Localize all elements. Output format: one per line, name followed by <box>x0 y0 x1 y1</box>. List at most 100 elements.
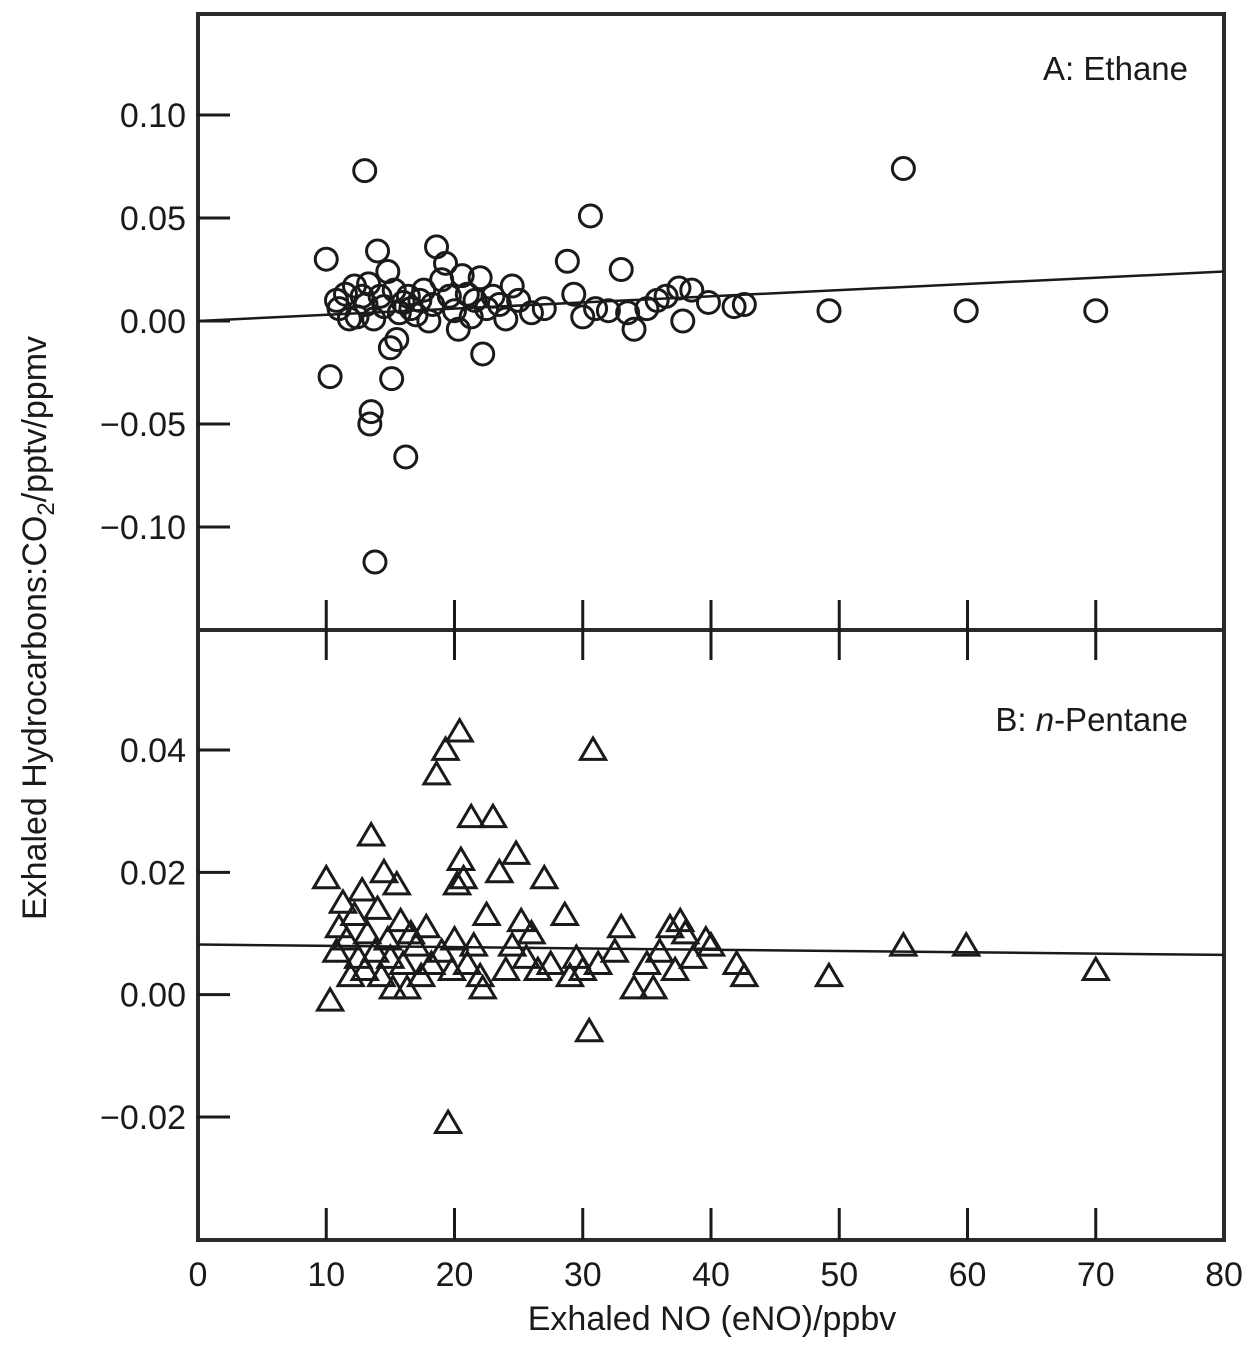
panel-b-point <box>362 894 393 920</box>
panel-b-point <box>421 759 452 786</box>
panel-b-y-ticks: 0.04 0.02 0.00 −0.02 <box>100 732 230 1137</box>
panel-a-point <box>480 283 506 309</box>
panel-b-point <box>516 918 547 945</box>
panel-a-point <box>695 289 721 315</box>
panel-b-point <box>335 961 366 988</box>
panel-a-point <box>470 341 496 367</box>
panel-b-point <box>464 961 496 988</box>
panel-b-point <box>950 930 982 957</box>
panel-b-point <box>721 949 752 975</box>
panel-b-point <box>535 949 566 975</box>
panel-a-point <box>365 238 391 264</box>
panel-b-y-tick-label: 0.02 <box>120 854 186 892</box>
panel-b-point <box>441 869 473 896</box>
panel-b-point <box>327 887 359 914</box>
panel-b-point <box>455 802 487 829</box>
panel-b-y-tick-label: 0.00 <box>120 977 186 1015</box>
panel-a-point <box>1083 298 1109 324</box>
panel-a-point <box>367 283 393 309</box>
panel-b-point <box>444 716 475 743</box>
panel-a-point <box>474 296 500 322</box>
panel-a-point <box>379 366 405 392</box>
panel-b-point <box>529 863 560 890</box>
panel-a-point <box>816 298 842 324</box>
panel-a-point <box>403 302 429 328</box>
panel-b-point <box>381 869 413 896</box>
panel-b-point <box>554 961 586 988</box>
panel-b-point <box>405 961 437 988</box>
panel-a-point <box>332 281 358 307</box>
panel-a-ethane: 0.10 0.05 0.00 −0.05 −0.10 A: Ethane <box>100 12 1226 632</box>
panel-a-y-tick-label: 0.00 <box>120 303 186 341</box>
panel-a-point <box>953 298 979 324</box>
panel-a-point <box>352 158 378 184</box>
panel-a-point <box>384 327 410 353</box>
panel-a-point <box>666 275 692 301</box>
panel-b-point <box>490 955 522 982</box>
panel-a-point <box>890 156 916 182</box>
panel-a-point <box>381 277 407 303</box>
panel-a-point <box>467 265 493 291</box>
panel-b-point <box>375 943 406 969</box>
panel-a-point <box>449 263 475 289</box>
panel-b-point <box>505 906 537 933</box>
panel-a-point <box>531 296 557 322</box>
panel-b-y-tick-label: 0.04 <box>120 732 186 770</box>
panel-a-y-tick-label: −0.05 <box>100 406 186 444</box>
panel-a-frame <box>196 12 1226 632</box>
panel-b-point <box>511 943 542 969</box>
panel-a-title: A: Ethane <box>1043 50 1188 87</box>
panel-a-point <box>577 203 603 229</box>
panel-b-point <box>1080 955 1111 982</box>
panel-a-point <box>436 283 462 309</box>
x-axis: 0 10 20 30 40 50 60 70 80 <box>189 600 1243 1294</box>
panel-a-point <box>653 283 679 309</box>
panel-a-points <box>313 156 1109 575</box>
panel-a-point <box>407 287 433 313</box>
panel-a-point <box>679 277 705 303</box>
panel-b-point <box>484 857 515 884</box>
panel-b-point <box>813 961 845 988</box>
panel-b-point <box>323 912 355 939</box>
panel-b-point <box>496 930 528 957</box>
panel-b-point <box>549 900 581 927</box>
panel-b-point <box>500 839 532 865</box>
panel-a-point <box>621 316 647 342</box>
panel-a-point <box>377 335 403 361</box>
panel-a-point <box>313 246 339 272</box>
panel-b-point <box>321 936 352 963</box>
panel-a-y-ticks: 0.10 0.05 0.00 −0.05 −0.10 <box>100 97 230 547</box>
panel-a-point <box>416 308 442 334</box>
panel-a-point <box>518 300 544 326</box>
panel-b-point <box>439 924 470 951</box>
panel-b-point <box>432 1108 464 1134</box>
panel-b-point <box>387 949 419 975</box>
panel-a-point <box>554 248 580 274</box>
panel-a-y-tick-label: 0.10 <box>120 97 186 135</box>
panel-a-point <box>358 399 384 425</box>
x-tick-label: 70 <box>1077 1256 1115 1294</box>
panel-a-y-tick-label: −0.10 <box>100 509 186 547</box>
panel-b-point <box>618 973 650 1000</box>
panel-b-point <box>573 1016 605 1043</box>
panel-a-point <box>486 292 512 318</box>
panel-b-point <box>349 955 380 982</box>
panel-b-point <box>577 735 609 761</box>
panel-a-point <box>615 300 641 326</box>
panel-b-point <box>599 936 631 963</box>
panel-b-point <box>355 820 387 847</box>
panel-b-point <box>654 912 686 939</box>
panel-b-point <box>391 973 423 1000</box>
y-axis-label: Exhaled Hydrocarbons:CO2/pptv/ppmv <box>16 336 60 920</box>
panel-b-point <box>352 918 383 945</box>
x-tick-label: 30 <box>564 1256 602 1294</box>
panel-b-point <box>467 973 498 1000</box>
panel-a-point <box>493 306 519 332</box>
panel-a-point <box>433 250 459 276</box>
panel-b-point <box>339 900 370 927</box>
panel-b-point <box>458 930 489 957</box>
panel-a-point <box>393 444 419 470</box>
panel-b-point <box>471 900 502 927</box>
panel-b-point <box>695 930 727 957</box>
panel-b-point <box>411 912 442 939</box>
